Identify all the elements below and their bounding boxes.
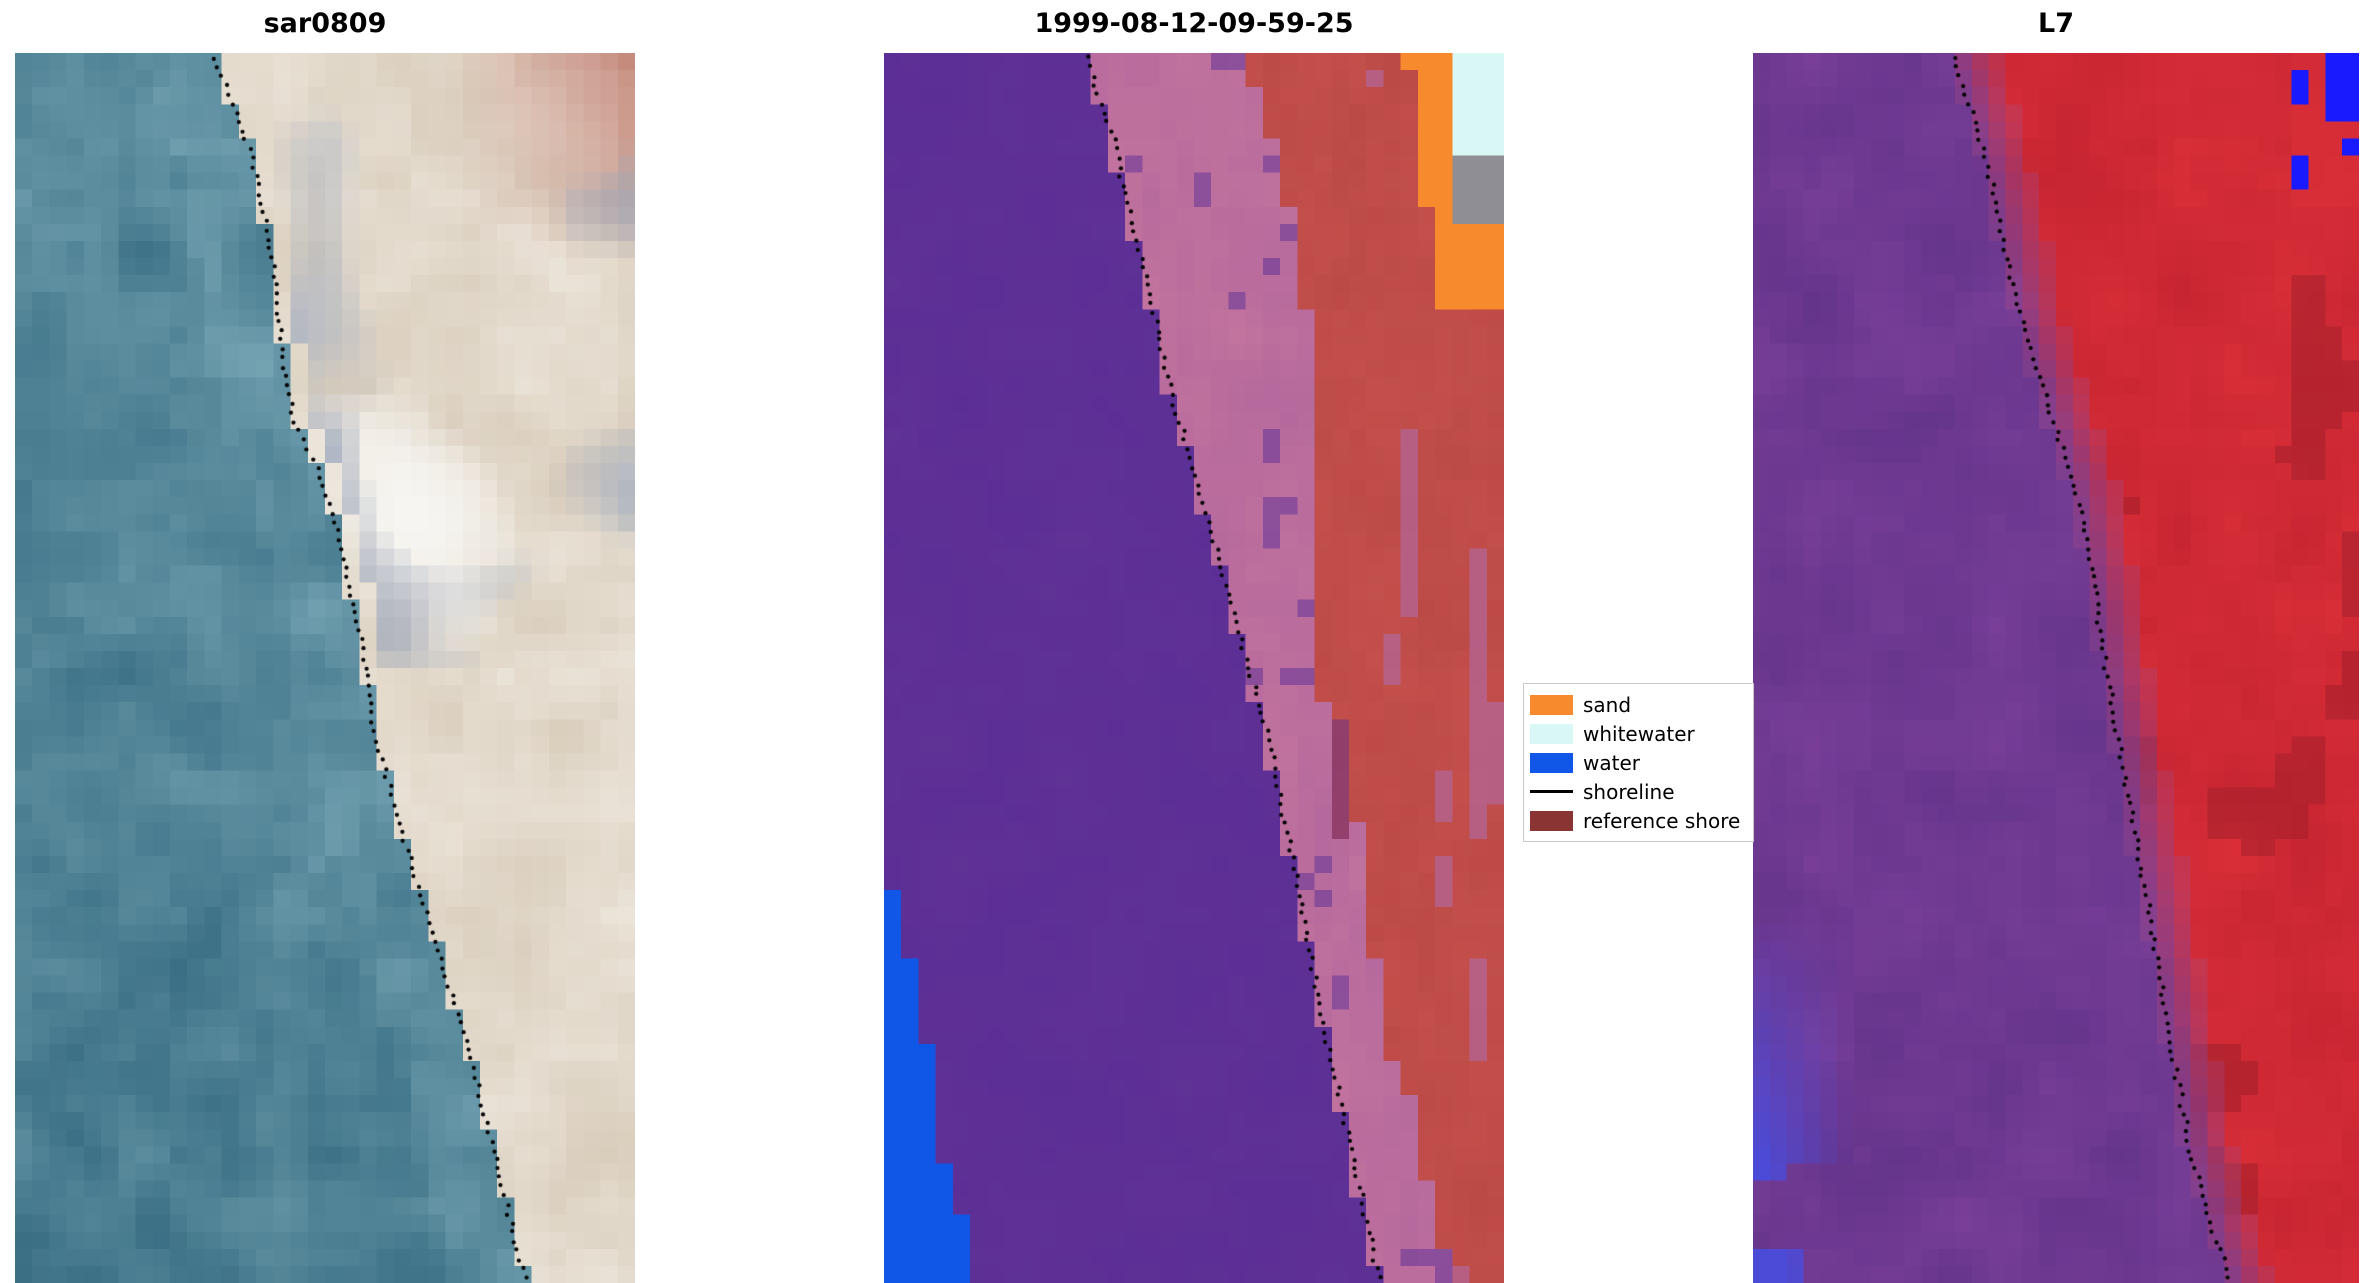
legend-label-reference-shore: reference shore (1583, 808, 1741, 833)
legend-item-whitewater: whitewater (1530, 719, 1747, 748)
legend-color-swatch-water (1530, 752, 1573, 773)
legend-label-sand: sand (1583, 692, 1632, 717)
legend-item-reference-shore: reference shore (1530, 806, 1747, 835)
panel-classified: 1999-08-12-09-59-25 (884, 8, 1504, 1283)
shoreline-dots-overlay (884, 53, 1504, 1283)
shoreline-dots-overlay (1753, 53, 2359, 1283)
panel-l7: L7 (1753, 8, 2359, 1283)
legend-label-water: water (1583, 750, 1640, 775)
legend-color-swatch-sand (1530, 694, 1573, 715)
shoreline-dots-overlay (15, 53, 635, 1283)
legend-label-shoreline: shoreline (1583, 779, 1675, 804)
legend-label-whitewater: whitewater (1583, 721, 1695, 746)
panel-title-classified: 1999-08-12-09-59-25 (1034, 8, 1354, 39)
legend-color-swatch-whitewater (1530, 723, 1573, 744)
legend-color-swatch-reference-shore (1530, 810, 1573, 831)
legend-line-swatch-shoreline (1530, 790, 1573, 793)
legend-item-sand: sand (1530, 690, 1747, 719)
legend-item-water: water (1530, 748, 1747, 777)
panel-title-sar0809: sar0809 (263, 8, 387, 39)
panel-sar0809: sar0809 (15, 8, 635, 1283)
legend-item-shoreline: shoreline (1530, 777, 1747, 806)
legend: sand whitewater water shoreline reference sh… (1523, 683, 1754, 842)
panel-title-l7: L7 (2038, 8, 2074, 39)
